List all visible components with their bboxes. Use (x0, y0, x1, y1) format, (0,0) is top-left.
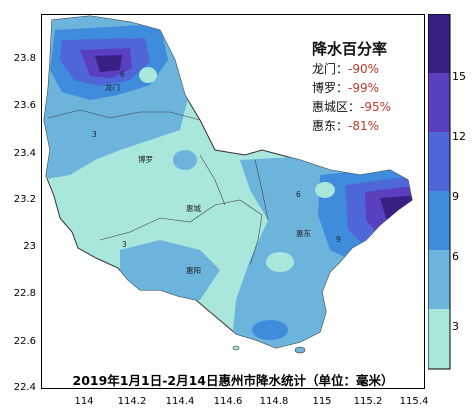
stat-row-huicheng: 惠城区：-95% (312, 98, 391, 115)
colorbar-tick: 9 (452, 190, 459, 203)
colorbar-segment (428, 250, 450, 309)
colorbar-segment (428, 132, 450, 191)
stat-name: 龙门： (312, 62, 349, 76)
x-tick: 114 (74, 396, 94, 407)
x-tick: 114.2 (117, 396, 147, 407)
city-label-huicheng: 惠城 (186, 204, 201, 213)
colorbar-tick: 12 (452, 130, 466, 143)
contour-label: 6 (296, 190, 301, 199)
colorbar-tick: 15 (452, 70, 466, 83)
stat-row-boluo: 博罗：-99% (312, 79, 379, 96)
x-tick: 115 (312, 396, 332, 407)
map-caption: 2019年1月1日-2月14日惠州市降水统计（单位：毫米） (72, 373, 394, 388)
city-label-boluo: 博罗 (138, 155, 153, 164)
y-tick: 23 (23, 241, 36, 252)
legend-title: 降水百分率 (312, 40, 388, 58)
y-tick: 23.8 (13, 53, 36, 64)
city-label-longmen: 龙门 (105, 83, 120, 92)
y-tick: 22.4 (13, 382, 36, 393)
y-tick: 22.8 (13, 288, 36, 299)
light-spot (315, 182, 335, 198)
stat-name: 惠城区： (312, 100, 361, 114)
stat-value: -95% (360, 100, 392, 114)
county-boundary (254, 159, 269, 221)
x-tick: 115.4 (399, 396, 429, 407)
island (232, 345, 240, 351)
colorbar-tick: 3 (452, 320, 459, 333)
stat-row-longmen: 龙门：-90% (312, 60, 379, 77)
y-tick: 22.6 (13, 336, 36, 347)
colorbar (428, 14, 451, 370)
contour-label: 9 (336, 235, 341, 244)
light-spot (139, 67, 157, 83)
stat-name: 博罗： (312, 81, 349, 95)
island (294, 346, 306, 354)
county-boundary (99, 199, 263, 266)
city-label-huiyang: 惠阳 (186, 266, 201, 275)
colorbar-segment (428, 309, 450, 369)
x-tick: 114.8 (259, 396, 289, 407)
light-spot (266, 252, 294, 272)
stat-value: -99% (348, 81, 380, 95)
colorbar-segment (428, 14, 450, 73)
x-tick: 114.4 (165, 396, 195, 407)
x-tick: 114.6 (213, 396, 243, 407)
contour-label: 3 (122, 240, 127, 249)
y-tick: 23.6 (13, 100, 36, 111)
colorbar-segment (428, 191, 450, 250)
light-spot (173, 150, 197, 170)
city-label-huidong: 惠东 (296, 229, 311, 238)
stat-value: -81% (348, 119, 380, 133)
stat-row-huidong: 惠东：-81% (312, 117, 379, 134)
county-boundary (199, 154, 226, 206)
colorbar-segment (428, 73, 450, 132)
y-tick: 23.4 (13, 148, 36, 159)
y-tick: 23.2 (13, 194, 36, 205)
stat-name: 惠东： (312, 119, 349, 133)
band-15-north (95, 55, 122, 72)
county-boundary (47, 109, 201, 121)
x-tick: 115.2 (353, 396, 383, 407)
stat-value: -90% (348, 62, 380, 76)
band-3-6-south (120, 240, 220, 300)
light-spot (252, 320, 288, 340)
colorbar-tick: 6 (452, 250, 459, 263)
contour-label: 3 (92, 130, 97, 139)
contour-label: 6 (120, 70, 125, 79)
